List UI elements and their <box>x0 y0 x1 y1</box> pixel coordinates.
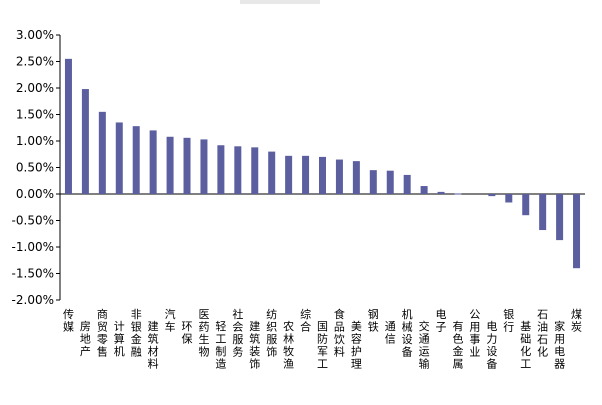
bar <box>505 194 513 203</box>
category-label: 电力设备 <box>486 320 497 371</box>
header-artifact <box>240 0 320 4</box>
category-label: 电子 <box>436 308 447 334</box>
bar <box>302 155 310 194</box>
y-axis: 3.00% 2.50% 2.00% 1.50% 1.00% 0.50% 0.00% -0.50… <box>12 28 585 307</box>
category-label: 纺织服饰 <box>266 307 277 359</box>
bar <box>217 145 225 194</box>
category-label: 钢铁 <box>368 308 379 334</box>
bar <box>454 193 462 195</box>
bar <box>268 151 276 194</box>
bar <box>234 146 242 194</box>
bar <box>285 155 293 194</box>
category-label: 非银金融 <box>131 308 142 359</box>
category-label: 综合 <box>300 307 311 334</box>
category-label: 汽车 <box>165 307 176 334</box>
bar <box>522 194 530 216</box>
y-tick-label: -0.50% <box>12 214 54 228</box>
category-label: 社会服务 <box>232 307 243 359</box>
bar <box>437 191 445 194</box>
category-label: 机械设备 <box>402 307 413 359</box>
category-label: 传媒 <box>63 308 74 334</box>
bar <box>132 126 140 194</box>
bar <box>98 111 106 194</box>
category-label: 通信 <box>385 320 396 346</box>
category-label: 石油石化 <box>537 308 548 359</box>
bar <box>200 139 208 194</box>
category-label: 房地产 <box>80 320 91 358</box>
category-label: 煤炭 <box>571 308 582 334</box>
category-label: 建筑装饰 <box>249 319 260 371</box>
bar <box>335 159 343 194</box>
bar <box>369 170 377 194</box>
bar <box>319 156 326 194</box>
category-label: 有色金属 <box>452 319 463 371</box>
category-label: 银行 <box>503 307 514 334</box>
bar <box>420 186 428 194</box>
bar <box>539 194 547 231</box>
category-label: 公用事业 <box>469 308 480 359</box>
y-tick-label: 1.00% <box>16 134 54 148</box>
bar <box>556 194 564 241</box>
category-label: 交通运输 <box>419 319 430 371</box>
bar <box>81 89 89 194</box>
category-label: 建筑材料 <box>148 319 159 371</box>
bar <box>183 137 191 194</box>
category-label: 农林牧渔 <box>283 319 294 371</box>
category-label: 食品饮料 <box>334 307 345 359</box>
y-tick-label: 3.00% <box>16 28 54 42</box>
bar <box>352 161 360 194</box>
bar <box>115 122 123 194</box>
y-tick-label: -1.00% <box>12 240 54 254</box>
category-label: 家用电器 <box>554 319 565 371</box>
category-label: 美容护理 <box>351 320 362 371</box>
bar <box>488 194 496 197</box>
bar <box>251 147 259 194</box>
category-label: 商贸零售 <box>97 307 108 359</box>
y-tick-label: -2.00% <box>12 293 54 307</box>
bar <box>166 136 174 194</box>
bar <box>403 174 411 194</box>
y-tick-label: 0.00% <box>16 187 54 201</box>
y-tick-label: 0.50% <box>16 161 54 175</box>
y-tick-label: 2.00% <box>16 81 54 95</box>
bar <box>573 194 581 269</box>
category-label: 轻工制造 <box>215 319 226 371</box>
bar <box>149 130 157 194</box>
category-label: 医药生物 <box>198 308 209 359</box>
category-label: 国防军工 <box>317 320 328 371</box>
category-label: 环保 <box>182 320 193 346</box>
y-tick-label: 1.50% <box>16 108 54 122</box>
y-tick-label: -1.50% <box>12 267 54 281</box>
y-tick-label: 2.50% <box>16 55 54 69</box>
bar <box>386 170 394 194</box>
category-label: 计算机 <box>114 320 125 358</box>
bars <box>64 58 581 269</box>
bar <box>64 58 72 194</box>
category-label: 基础化工 <box>520 320 531 371</box>
